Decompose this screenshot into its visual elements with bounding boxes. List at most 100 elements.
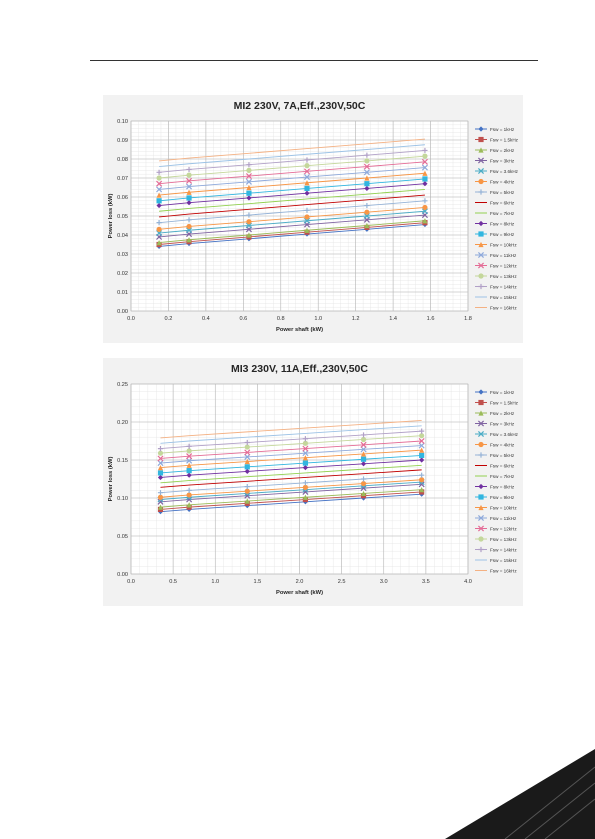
corner-decoration-graphic xyxy=(445,749,595,839)
data-point xyxy=(418,437,425,445)
legend-entry: Fsw = 3kHz xyxy=(490,158,515,163)
x-tick-label: 0.5 xyxy=(169,579,177,585)
data-point xyxy=(246,232,252,238)
series-line xyxy=(160,493,422,513)
series-line xyxy=(160,425,422,444)
data-point xyxy=(302,450,309,457)
data-point xyxy=(360,456,367,462)
data-point xyxy=(303,174,311,181)
series-8 xyxy=(160,464,422,484)
data-point xyxy=(244,488,250,494)
data-point xyxy=(186,177,193,184)
data-point xyxy=(245,178,252,185)
data-point xyxy=(360,476,367,482)
legend-swatch-marker xyxy=(477,167,485,175)
series-line xyxy=(159,220,425,244)
data-point xyxy=(422,181,428,187)
data-point xyxy=(186,183,193,190)
legend-swatch-marker xyxy=(478,273,484,279)
series-line xyxy=(159,188,425,212)
series-9 xyxy=(157,457,425,481)
legend-entry: Fsw = 11kHz xyxy=(490,516,517,521)
y-tick-label: 0.25 xyxy=(117,382,128,388)
y-tick-label: 0.15 xyxy=(117,458,128,464)
x-axis-label: Power shaft (kW) xyxy=(276,327,323,333)
data-point xyxy=(422,176,428,182)
data-point xyxy=(186,227,193,234)
data-point xyxy=(246,162,252,168)
data-point xyxy=(186,237,192,243)
data-point xyxy=(419,477,425,483)
data-point xyxy=(156,230,163,237)
data-point xyxy=(186,468,192,474)
data-point xyxy=(157,470,164,476)
data-point xyxy=(364,175,370,181)
data-point xyxy=(156,192,162,198)
y-tick-label: 0.06 xyxy=(117,195,128,201)
data-point xyxy=(246,167,252,173)
data-point xyxy=(186,457,193,464)
data-point xyxy=(157,490,164,496)
legend-entry: Fsw = 4kHz xyxy=(490,179,515,184)
data-point xyxy=(304,227,310,233)
series-16 xyxy=(160,425,422,444)
legend-swatch-marker xyxy=(477,430,485,438)
legend-swatch-marker xyxy=(477,525,485,532)
legend-entry: Fsw = 5kHz xyxy=(490,190,515,195)
y-tick-label: 0.07 xyxy=(117,176,128,182)
data-point xyxy=(419,452,425,459)
y-tick-label: 0.09 xyxy=(117,138,128,144)
legend-swatch-marker xyxy=(478,389,484,395)
series-10 xyxy=(157,452,425,476)
series-9 xyxy=(156,181,428,209)
series-line xyxy=(160,435,422,454)
legend-entry: Fsw = 1.5kHz xyxy=(490,400,519,405)
series-16 xyxy=(159,144,425,168)
legend-entry: Fsw = 10kHz xyxy=(490,505,517,510)
chart-title: MI3 230V, 11A,Eff.,230V,50C xyxy=(231,363,368,375)
series-8 xyxy=(159,188,425,212)
y-tick-label: 0.05 xyxy=(117,534,128,540)
data-point xyxy=(157,446,164,452)
data-point xyxy=(364,209,370,215)
data-point xyxy=(360,480,367,487)
legend-entry: Fsw = 9kHz xyxy=(490,495,515,500)
data-point xyxy=(360,490,367,497)
series-line xyxy=(160,491,422,510)
legend-swatch-marker xyxy=(478,441,484,448)
series-line xyxy=(160,440,422,459)
data-point xyxy=(244,464,250,470)
data-point xyxy=(244,453,251,460)
data-point xyxy=(304,190,310,196)
series-14 xyxy=(157,433,425,456)
data-point xyxy=(186,172,192,178)
data-point xyxy=(419,487,425,493)
data-point xyxy=(157,460,164,467)
data-point xyxy=(304,163,310,169)
legend-entry: Fsw = 5kHz xyxy=(490,453,515,458)
x-tick-label: 3.0 xyxy=(380,579,388,585)
data-point xyxy=(186,472,192,478)
data-point xyxy=(364,158,370,164)
legend-entry: Fsw = 1kHz xyxy=(490,390,515,395)
x-tick-label: 2.5 xyxy=(338,579,346,585)
legend-entry: Fsw = 1kHz xyxy=(490,127,515,132)
series-line xyxy=(160,481,422,500)
header-rule xyxy=(90,60,538,61)
data-point xyxy=(419,457,425,463)
data-point xyxy=(422,147,428,154)
legend-entry: Fsw = 14kHz xyxy=(490,547,517,552)
legend-swatch-marker xyxy=(477,514,485,522)
legend-entry: Fsw = 16kHz xyxy=(490,568,517,573)
data-point xyxy=(186,200,192,206)
legend-entry: Fsw = 8kHz xyxy=(490,484,515,489)
data-point xyxy=(364,185,370,192)
series-11 xyxy=(157,447,425,471)
data-point xyxy=(360,436,367,443)
data-point xyxy=(302,455,308,461)
legend-swatch-marker xyxy=(478,494,484,500)
data-point xyxy=(244,439,250,446)
series-line xyxy=(160,430,422,450)
data-point xyxy=(419,428,425,434)
y-tick-label: 0.08 xyxy=(117,157,128,163)
